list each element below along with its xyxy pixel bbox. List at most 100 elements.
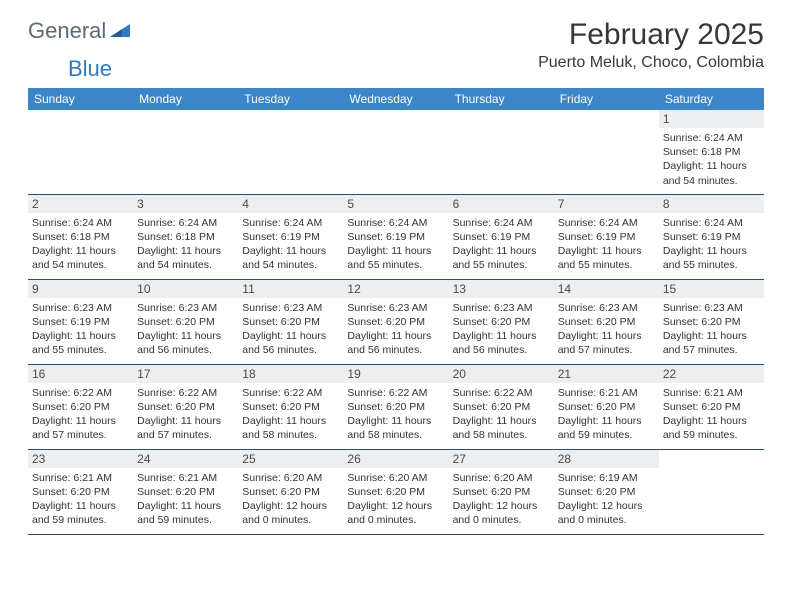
day-number: 20: [449, 365, 554, 383]
week-row: 23Sunrise: 6:21 AMSunset: 6:20 PMDayligh…: [28, 450, 764, 535]
day-number: 3: [133, 195, 238, 213]
day-cell: 10 Sunrise: 6:23 AMSunset: 6:20 PMDayligh…: [133, 280, 238, 364]
weeks-container: 1 Sunrise: 6:24 AMSunset: 6:18 PMDaylight…: [28, 110, 764, 535]
weekday-label: Sunday: [28, 88, 133, 110]
day-cell: 19 Sunrise: 6:22 AMSunset: 6:20 PMDayligh…: [343, 365, 448, 449]
day-details: Sunrise: 6:23 AMSunset: 6:20 PMDaylight:…: [663, 301, 760, 358]
day-details: Sunrise: 6:22 AMSunset: 6:20 PMDaylight:…: [453, 386, 550, 443]
day-cell: 2 Sunrise: 6:24 AMSunset: 6:18 PMDaylight…: [28, 195, 133, 279]
brand-word1: General: [28, 18, 106, 44]
day-details: Sunrise: 6:22 AMSunset: 6:20 PMDaylight:…: [347, 386, 444, 443]
day-number: 12: [343, 280, 448, 298]
week-row: 9 Sunrise: 6:23 AMSunset: 6:19 PMDaylight…: [28, 280, 764, 365]
day-cell: 1 Sunrise: 6:24 AMSunset: 6:18 PMDaylight…: [659, 110, 764, 194]
day-cell: 17 Sunrise: 6:22 AMSunset: 6:20 PMDayligh…: [133, 365, 238, 449]
weekday-label: Thursday: [449, 88, 554, 110]
day-number: 5: [343, 195, 448, 213]
day-cell: [28, 110, 133, 194]
day-number: 23: [28, 450, 133, 468]
day-cell: 3 Sunrise: 6:24 AMSunset: 6:18 PMDaylight…: [133, 195, 238, 279]
day-cell: [343, 110, 448, 194]
day-number: 8: [659, 195, 764, 213]
day-number: 14: [554, 280, 659, 298]
day-cell: 25 Sunrise: 6:20 AMSunset: 6:20 PMDayligh…: [238, 450, 343, 534]
day-number: 11: [238, 280, 343, 298]
day-cell: 20 Sunrise: 6:22 AMSunset: 6:20 PMDayligh…: [449, 365, 554, 449]
day-details: Sunrise: 6:24 AMSunset: 6:18 PMDaylight:…: [137, 216, 234, 273]
calendar-grid: SundayMondayTuesdayWednesdayThursdayFrid…: [28, 88, 764, 535]
day-details: Sunrise: 6:23 AMSunset: 6:20 PMDaylight:…: [242, 301, 339, 358]
day-number: 17: [133, 365, 238, 383]
day-number: 9: [28, 280, 133, 298]
day-cell: 16 Sunrise: 6:22 AMSunset: 6:20 PMDayligh…: [28, 365, 133, 449]
day-number: 6: [449, 195, 554, 213]
title-block: February 2025 Puerto Meluk, Choco, Colom…: [538, 18, 764, 72]
day-cell: 26Sunrise: 6:20 AMSunset: 6:20 PMDayligh…: [343, 450, 448, 534]
day-details: Sunrise: 6:24 AMSunset: 6:19 PMDaylight:…: [663, 216, 760, 273]
day-details: Sunrise: 6:24 AMSunset: 6:19 PMDaylight:…: [558, 216, 655, 273]
day-details: Sunrise: 6:24 AMSunset: 6:18 PMDaylight:…: [32, 216, 129, 273]
weekday-label: Friday: [554, 88, 659, 110]
weekday-label: Monday: [133, 88, 238, 110]
day-details: Sunrise: 6:21 AMSunset: 6:20 PMDaylight:…: [137, 471, 234, 528]
day-details: Sunrise: 6:23 AMSunset: 6:19 PMDaylight:…: [32, 301, 129, 358]
weekday-label: Wednesday: [343, 88, 448, 110]
day-cell: 13 Sunrise: 6:23 AMSunset: 6:20 PMDayligh…: [449, 280, 554, 364]
location-text: Puerto Meluk, Choco, Colombia: [538, 54, 764, 72]
day-number: 7: [554, 195, 659, 213]
day-details: Sunrise: 6:22 AMSunset: 6:20 PMDaylight:…: [137, 386, 234, 443]
day-number: 1: [659, 110, 764, 128]
day-details: Sunrise: 6:22 AMSunset: 6:20 PMDaylight:…: [242, 386, 339, 443]
day-cell: 24 Sunrise: 6:21 AMSunset: 6:20 PMDayligh…: [133, 450, 238, 534]
calendar-page: General February 2025 Puerto Meluk, Choc…: [0, 0, 792, 545]
day-cell: 12Sunrise: 6:23 AMSunset: 6:20 PMDayligh…: [343, 280, 448, 364]
day-number: 25: [238, 450, 343, 468]
day-cell: [238, 110, 343, 194]
day-cell: 27 Sunrise: 6:20 AMSunset: 6:20 PMDayligh…: [449, 450, 554, 534]
day-details: Sunrise: 6:19 AMSunset: 6:20 PMDaylight:…: [558, 471, 655, 528]
day-details: Sunrise: 6:23 AMSunset: 6:20 PMDaylight:…: [137, 301, 234, 358]
day-details: Sunrise: 6:24 AMSunset: 6:19 PMDaylight:…: [347, 216, 444, 273]
day-cell: 5 Sunrise: 6:24 AMSunset: 6:19 PMDaylight…: [343, 195, 448, 279]
day-number: 2: [28, 195, 133, 213]
day-number: 27: [449, 450, 554, 468]
day-cell: 6Sunrise: 6:24 AMSunset: 6:19 PMDaylight…: [449, 195, 554, 279]
day-details: Sunrise: 6:23 AMSunset: 6:20 PMDaylight:…: [453, 301, 550, 358]
day-number: 10: [133, 280, 238, 298]
day-details: Sunrise: 6:20 AMSunset: 6:20 PMDaylight:…: [453, 471, 550, 528]
day-number: 24: [133, 450, 238, 468]
day-details: Sunrise: 6:20 AMSunset: 6:20 PMDaylight:…: [242, 471, 339, 528]
day-number: 4: [238, 195, 343, 213]
day-number: 19: [343, 365, 448, 383]
day-details: Sunrise: 6:22 AMSunset: 6:20 PMDaylight:…: [32, 386, 129, 443]
day-cell: 7 Sunrise: 6:24 AMSunset: 6:19 PMDaylight…: [554, 195, 659, 279]
day-details: Sunrise: 6:24 AMSunset: 6:18 PMDaylight:…: [663, 131, 760, 188]
day-number: 16: [28, 365, 133, 383]
day-cell: 28 Sunrise: 6:19 AMSunset: 6:20 PMDayligh…: [554, 450, 659, 534]
week-row: 16Sunrise: 6:22 AMSunset: 6:20 PMDayligh…: [28, 365, 764, 450]
day-cell: [659, 450, 764, 534]
day-number: 13: [449, 280, 554, 298]
day-cell: 11 Sunrise: 6:23 AMSunset: 6:20 PMDayligh…: [238, 280, 343, 364]
day-number: 22: [659, 365, 764, 383]
month-title: February 2025: [538, 18, 764, 52]
day-cell: 21 Sunrise: 6:21 AMSunset: 6:20 PMDayligh…: [554, 365, 659, 449]
day-number: 18: [238, 365, 343, 383]
week-row: 1 Sunrise: 6:24 AMSunset: 6:18 PMDaylight…: [28, 110, 764, 195]
day-details: Sunrise: 6:21 AMSunset: 6:20 PMDaylight:…: [558, 386, 655, 443]
day-details: Sunrise: 6:20 AMSunset: 6:20 PMDaylight:…: [347, 471, 444, 528]
day-number: 28: [554, 450, 659, 468]
day-cell: 14Sunrise: 6:23 AMSunset: 6:20 PMDayligh…: [554, 280, 659, 364]
brand-word2: Blue: [68, 56, 112, 81]
day-cell: [133, 110, 238, 194]
week-row: 2Sunrise: 6:24 AMSunset: 6:18 PMDaylight…: [28, 195, 764, 280]
day-number: 15: [659, 280, 764, 298]
day-cell: 23Sunrise: 6:21 AMSunset: 6:20 PMDayligh…: [28, 450, 133, 534]
weekday-label: Saturday: [659, 88, 764, 110]
weekday-label: Tuesday: [238, 88, 343, 110]
day-cell: 18 Sunrise: 6:22 AMSunset: 6:20 PMDayligh…: [238, 365, 343, 449]
day-cell: 15 Sunrise: 6:23 AMSunset: 6:20 PMDayligh…: [659, 280, 764, 364]
day-details: Sunrise: 6:21 AMSunset: 6:20 PMDaylight:…: [663, 386, 760, 443]
day-number: 21: [554, 365, 659, 383]
day-cell: 8 Sunrise: 6:24 AMSunset: 6:19 PMDaylight…: [659, 195, 764, 279]
